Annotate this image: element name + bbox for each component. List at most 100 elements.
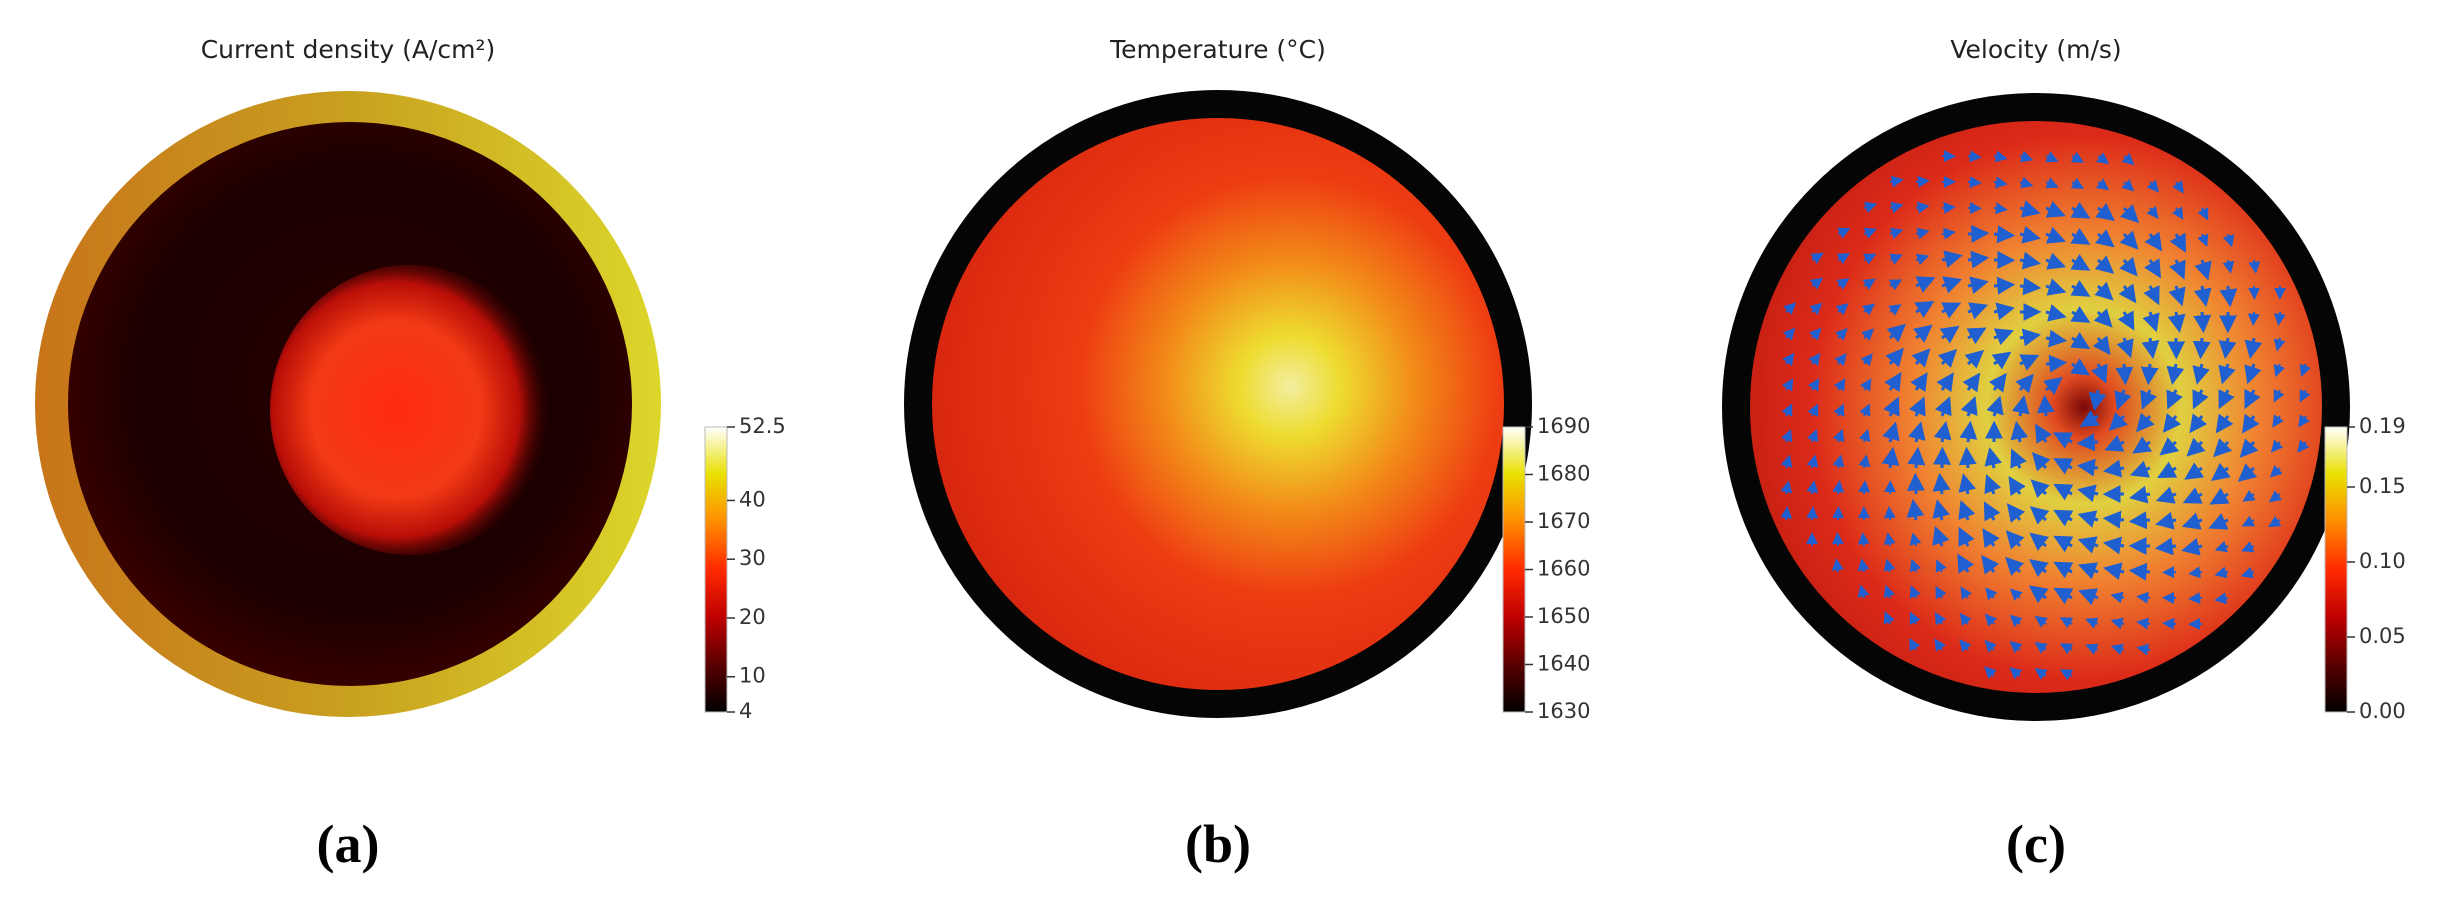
velocity-arrow: [2029, 506, 2050, 525]
velocity-arrow: [2019, 328, 2042, 347]
velocity-arrow: [2119, 230, 2139, 250]
velocity-arrow: [2268, 515, 2282, 528]
velocity-arrow: [2298, 414, 2310, 428]
velocity-arrow: [1806, 506, 1819, 521]
velocity-arrow: [1958, 499, 1976, 521]
velocity-arrow: [1807, 428, 1819, 443]
velocity-arrow: [1993, 176, 2008, 189]
velocity-arrow: [1888, 304, 1902, 316]
velocity-arrow: [1889, 227, 1904, 240]
velocity-arrow: [2102, 459, 2125, 478]
velocity-arrow: [2248, 259, 2261, 274]
velocity-arrow: [2009, 667, 2023, 680]
velocity-arrow: [1936, 372, 1954, 393]
velocity-arrow: [1780, 506, 1793, 521]
velocity-arrow: [2211, 462, 2231, 481]
velocity-arrow: [1993, 225, 2016, 244]
velocity-arrow: [2143, 285, 2160, 306]
panel-a: [35, 91, 661, 717]
velocity-arrow: [1912, 324, 1933, 343]
velocity-arrow: [1985, 587, 1998, 601]
velocity-arrow: [1909, 637, 1921, 652]
velocity-arrow: [2009, 640, 2023, 654]
panel-b: [904, 90, 1532, 718]
velocity-arrow: [2247, 311, 2260, 326]
velocity-arrow: [2141, 337, 2160, 360]
velocity-arrow: [2140, 389, 2158, 410]
velocity-arrows: [1780, 150, 2311, 681]
velocity-arrow: [2028, 585, 2049, 604]
colorbar-tick-label: 1690: [1537, 414, 1590, 438]
velocity-arrow: [1959, 420, 1978, 443]
velocity-arrow: [1941, 302, 1962, 319]
velocity-arrow: [2218, 337, 2237, 360]
velocity-arrow: [1858, 480, 1871, 495]
velocity-arrow: [2140, 363, 2159, 386]
velocity-arrow: [1982, 528, 2000, 549]
velocity-arrow: [1857, 584, 1870, 599]
velocity-arrow: [2045, 278, 2067, 296]
velocity-arrow: [2053, 483, 2074, 501]
field: [1722, 93, 2350, 721]
velocity-arrow: [2273, 311, 2286, 326]
velocity-arrow: [1958, 526, 1975, 547]
velocity-arrow: [2019, 354, 2040, 371]
velocity-arrow: [2102, 510, 2125, 529]
velocity-arrow: [2078, 588, 2099, 606]
velocity-arrow: [2070, 279, 2091, 297]
velocity-arrow: [1909, 611, 1921, 625]
velocity-arrow: [2155, 486, 2177, 504]
velocity-arrow: [2118, 283, 2137, 304]
velocity-arrow: [1883, 611, 1895, 625]
velocity-arrow: [2193, 311, 2212, 334]
velocity-arrow: [1915, 175, 1930, 188]
velocity-arrow: [2095, 202, 2115, 222]
velocity-arrow: [2188, 566, 2203, 579]
velocity-arrow: [2045, 329, 2068, 348]
velocity-arrow: [2108, 411, 2128, 431]
velocity-arrow: [2192, 389, 2209, 410]
velocity-arrow: [2069, 358, 2091, 376]
velocity-arrow: [2189, 413, 2208, 434]
velocity-arrow: [2197, 233, 2209, 247]
velocity-arrow: [2006, 503, 2026, 523]
velocity-arrow: [1862, 278, 1876, 291]
velocity-arrow: [1861, 303, 1876, 316]
velocity-arrow: [2132, 436, 2153, 454]
velocity-arrow: [2197, 207, 2209, 221]
velocity-arrow: [1960, 586, 1972, 600]
velocity-arrow: [2172, 180, 2184, 194]
colorbar-tick-label: 1640: [1537, 652, 1590, 676]
velocity-arrow: [2110, 617, 2125, 630]
velocity-arrow: [2045, 200, 2066, 218]
velocity-arrow: [2009, 588, 2023, 602]
velocity-arrow: [2154, 537, 2177, 556]
velocity-arrow: [1932, 472, 1951, 495]
velocity-arrow: [2248, 285, 2261, 300]
velocity-arrow: [1984, 474, 2002, 495]
velocity-arrow: [2094, 255, 2115, 274]
velocity-arrow: [2092, 335, 2111, 356]
velocity-arrow: [1863, 201, 1878, 214]
velocity-arrow: [1832, 428, 1845, 443]
velocity-arrow: [2094, 281, 2114, 301]
velocity-arrow: [2010, 421, 2029, 443]
velocity-arrow: [1932, 499, 1950, 521]
velocity-arrow: [2095, 178, 2110, 191]
velocity-arrow: [2070, 332, 2091, 350]
velocity-arrow: [2053, 587, 2074, 605]
velocity-arrow: [2218, 363, 2236, 385]
velocity-arrow: [2115, 363, 2134, 386]
velocity-arrow: [1833, 403, 1845, 417]
velocity-arrow: [1833, 378, 1846, 392]
velocity-arrow: [1889, 253, 1903, 265]
velocity-arrow: [1967, 150, 1982, 163]
velocity-arrow: [2222, 259, 2235, 274]
colorbar-tick-label: 52.5: [739, 414, 786, 438]
velocity-arrow: [1781, 403, 1793, 417]
velocity-arrow: [1962, 372, 1981, 393]
velocity-arrow: [2270, 439, 2284, 453]
velocity-arrow: [2034, 668, 2048, 680]
velocity-arrow: [1889, 201, 1904, 214]
velocity-arrow: [2218, 389, 2235, 410]
